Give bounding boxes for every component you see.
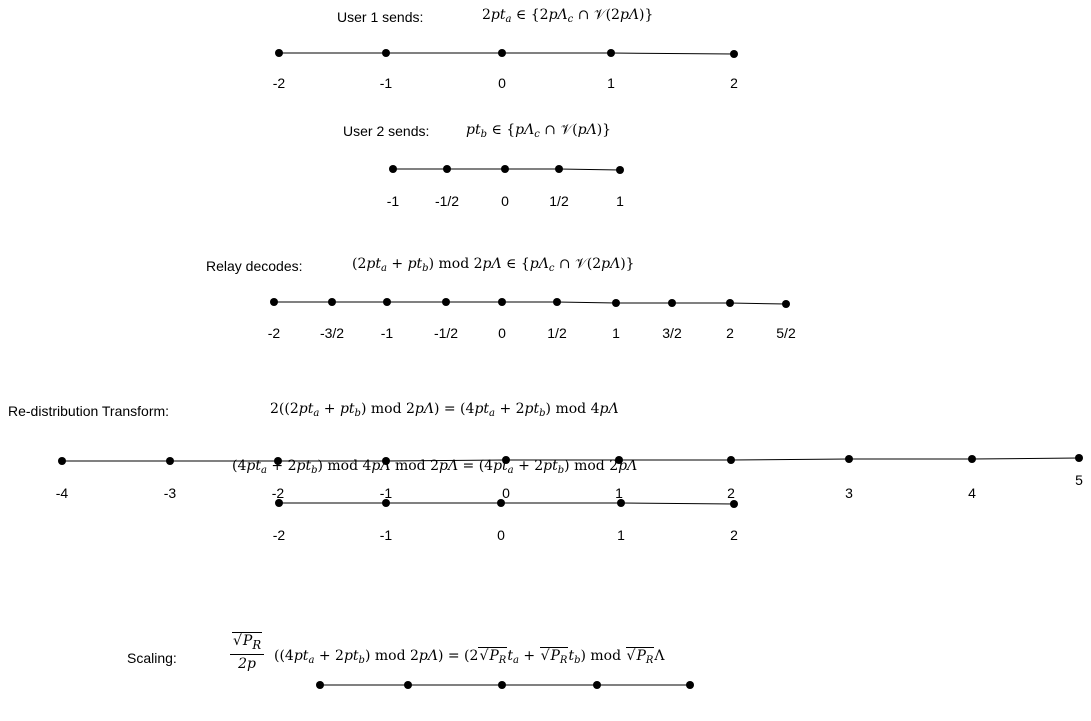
modreduce-number-line: -2 -1 0 1 2 xyxy=(273,499,738,543)
user2-tick-label: 1 xyxy=(616,193,624,209)
user1-number-line: -2 -1 0 1 2 xyxy=(273,49,738,91)
redistribution-number-line: -4 -3 -2 -1 0 1 2 3 4 5 xyxy=(56,454,1083,501)
relay-point xyxy=(668,299,676,307)
relay-tick-label: -3/2 xyxy=(320,325,344,341)
modreduce-axis-line xyxy=(279,502,735,505)
user2-tick-label: 0 xyxy=(501,193,509,209)
redistribution-point xyxy=(58,457,66,465)
scaling-point xyxy=(593,681,601,689)
redistribution-point xyxy=(1075,454,1083,462)
redistribution-tick-label: 3 xyxy=(845,485,853,501)
relay-point xyxy=(270,298,278,306)
scaling-label: Scaling: xyxy=(127,650,177,666)
modreduce-point xyxy=(730,500,738,508)
relay-tick-label: 1 xyxy=(612,325,620,341)
redistribution-tick-label: -3 xyxy=(164,485,177,501)
redistribution-tick-label: -2 xyxy=(272,485,285,501)
user2-tick-label: -1 xyxy=(387,193,400,209)
scaling-point xyxy=(498,681,506,689)
relay-point xyxy=(383,298,391,306)
modreduce-point xyxy=(617,499,625,507)
relay-tick-label: -1/2 xyxy=(434,325,458,341)
user1-tick-label: 0 xyxy=(498,75,506,91)
relay-point xyxy=(612,299,620,307)
redistribution-point xyxy=(615,456,623,464)
user2-number-line: -1 -1/2 0 1/2 1 xyxy=(387,165,624,209)
user1-formula: 2pta ∈ {2pΛc ∩ 𝒱(2pΛ)} xyxy=(482,7,654,25)
user2-formula: ptb ∈ {pΛc ∩ 𝒱(pΛ)} xyxy=(466,122,612,140)
redistribution-point xyxy=(968,455,976,463)
redistribution-point xyxy=(166,457,174,465)
user2-tick-label: 1/2 xyxy=(549,193,569,209)
redistribution-label: Re-distribution Transform: xyxy=(8,403,170,419)
modreduce-point xyxy=(382,499,390,507)
relay-tick-label: 0 xyxy=(498,325,506,341)
redistribution-point xyxy=(845,455,853,463)
user2-point xyxy=(616,166,624,174)
modreduce-tick-label: 1 xyxy=(617,527,625,543)
redistribution-tick-label: 1 xyxy=(615,485,623,501)
relay-point xyxy=(442,298,450,306)
scaling-point xyxy=(316,681,324,689)
redistribution-point xyxy=(727,456,735,464)
redistribution-tick-label: 4 xyxy=(968,485,976,501)
user1-tick-label: 2 xyxy=(730,75,738,91)
user1-tick-label: 1 xyxy=(607,75,615,91)
scaling-point xyxy=(686,681,694,689)
relay-axis-line xyxy=(274,301,787,305)
user2-point xyxy=(555,165,563,173)
modreduce-tick-label: 0 xyxy=(497,527,505,543)
user2-point xyxy=(443,165,451,173)
redistribution-point xyxy=(502,456,510,464)
user2-point xyxy=(389,165,397,173)
redistribution-tick-label: 5 xyxy=(1075,472,1083,488)
relay-number-line: -2 -3/2 -1 -1/2 0 1/2 1 3/2 2 5/2 xyxy=(268,298,796,341)
redistribution-axis-line xyxy=(62,457,1080,462)
modreduce-tick-label: -1 xyxy=(380,527,393,543)
user1-axis-line xyxy=(279,52,735,55)
relay-label: Relay decodes: xyxy=(206,258,303,274)
relay-point xyxy=(782,300,790,308)
user2-tick-label: -1/2 xyxy=(435,193,459,209)
redistribution-point xyxy=(382,457,390,465)
redistribution-formula: 2((2pta + ptb) mod 2pΛ) = (4pta + 2ptb) … xyxy=(270,401,619,419)
modreduce-tick-label: 2 xyxy=(730,527,738,543)
user2-point xyxy=(501,165,509,173)
relay-tick-label: 2 xyxy=(726,325,734,341)
relay-tick-label: 1/2 xyxy=(547,325,567,341)
scaling-point xyxy=(404,681,412,689)
user2-label: User 2 sends: xyxy=(343,123,430,139)
relay-formula: (2pta + ptb) mod 2pΛ ∈ {pΛc ∩ 𝒱(2pΛ)} xyxy=(352,256,635,274)
user1-point xyxy=(607,49,615,57)
scaling-fraction: PR 2p xyxy=(230,632,265,673)
redistribution-tick-label: -1 xyxy=(380,485,393,501)
relay-tick-label: 5/2 xyxy=(776,325,796,341)
redistribution-tick-label: -4 xyxy=(56,485,69,501)
relay-tick-label: -1 xyxy=(381,325,394,341)
scaling-formula: ((4pta + 2ptb) mod 2pΛ) = (2PRta + PRtb)… xyxy=(274,647,665,666)
user1-point xyxy=(730,50,738,58)
redistribution-point xyxy=(274,457,282,465)
relay-point xyxy=(498,298,506,306)
relay-point xyxy=(553,298,561,306)
modreduce-point xyxy=(497,499,505,507)
modreduce-point xyxy=(275,499,283,507)
user1-label: User 1 sends: xyxy=(337,9,424,25)
user1-point xyxy=(275,49,283,57)
modreduce-tick-label: -2 xyxy=(273,527,286,543)
redistribution-tick-label: 2 xyxy=(727,485,735,501)
redistribution-tick-label: 0 xyxy=(502,485,510,501)
user1-tick-label: -2 xyxy=(273,75,286,91)
relay-tick-label: 3/2 xyxy=(662,325,682,341)
user1-tick-label: -1 xyxy=(380,75,393,91)
relay-point xyxy=(328,298,336,306)
scaling-number-line xyxy=(316,681,694,689)
relay-tick-label: -2 xyxy=(268,325,281,341)
user1-point xyxy=(382,49,390,57)
relay-point xyxy=(726,299,734,307)
user1-point xyxy=(498,49,506,57)
